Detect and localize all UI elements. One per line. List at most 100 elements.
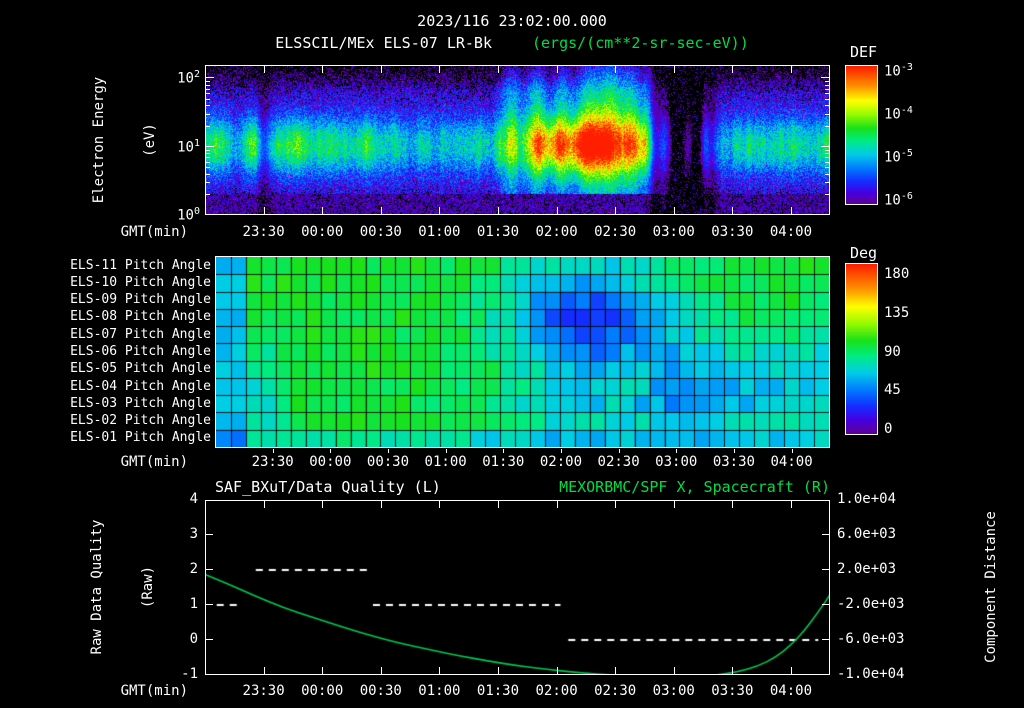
colorbar-tick-label: 45 — [884, 382, 901, 399]
axis-tick — [206, 89, 210, 90]
x-tick-label: 01:30 — [482, 454, 525, 470]
y-axis-title-text: Raw Data Quality — [89, 519, 105, 655]
distance-y-tick-label: -6.0e+03 — [837, 631, 905, 647]
axis-tick — [561, 449, 562, 453]
instrument-title: ELSSCIL/MEx ELS-07 LR-Bk — [275, 34, 492, 52]
axis-tick — [330, 449, 331, 453]
page-title-line: ELSSCIL/MEx ELS-07 LR-Bk (ergs/(cm**2-sr-… — [0, 34, 1024, 52]
axis-tick — [825, 114, 829, 115]
axis-tick — [206, 85, 210, 86]
axis-tick — [206, 157, 210, 158]
axis-tick — [273, 449, 274, 453]
axis-tick — [557, 667, 558, 674]
page-title-datetime: 2023/116 23:02:00.000 — [417, 12, 607, 30]
axis-tick — [825, 93, 829, 94]
colorbar-tick-label: 10-6 — [884, 191, 913, 209]
axis-tick — [206, 99, 210, 100]
axis-tick — [388, 449, 389, 453]
axis-tick — [206, 126, 210, 127]
x-tick-label: 01:00 — [424, 454, 467, 470]
axis-tick — [825, 89, 829, 90]
axis-tick — [206, 81, 210, 82]
axis-tick — [825, 150, 829, 151]
axis-tick — [791, 207, 792, 214]
spectrogram-y-axis-title: Electron Energy (eV) — [57, 55, 158, 225]
axis-tick — [206, 150, 210, 151]
axis-tick — [439, 501, 440, 508]
x-tick-label: 23:30 — [242, 224, 285, 240]
axis-tick — [322, 667, 323, 674]
pitch-row-label: ELS-07 Pitch Angle — [70, 326, 211, 342]
axis-tick — [792, 449, 793, 453]
axis-tick — [206, 105, 210, 106]
axis-tick — [825, 194, 829, 195]
axis-tick — [825, 157, 829, 158]
x-tick-label: 00:30 — [359, 683, 402, 699]
x-tick-label: 00:00 — [301, 224, 344, 240]
colorbar-tick-label: 10-5 — [884, 148, 913, 166]
x-tick-label: 23:30 — [251, 454, 294, 470]
x-tick-label: 01:30 — [476, 224, 520, 240]
axis-tick — [615, 66, 616, 73]
axis-tick — [674, 501, 675, 508]
distance-y-tick-label: 2.0e+03 — [837, 561, 897, 577]
def-colorbar-title: DEF — [850, 43, 878, 61]
axis-tick — [825, 167, 829, 168]
colorbar-tick-label: 10-4 — [884, 105, 913, 123]
x-tick-label: 01:30 — [476, 683, 520, 699]
units-title: (ergs/(cm**2-sr-sec-eV)) — [532, 34, 749, 52]
axis-tick — [619, 449, 620, 453]
axis-tick — [322, 207, 323, 214]
y-tick-label: 100 — [177, 206, 200, 224]
x-tick-label: 03:00 — [655, 454, 698, 470]
pitch-row-label: ELS-01 Pitch Angle — [70, 430, 211, 446]
axis-tick — [206, 194, 210, 195]
axis-tick — [822, 639, 829, 640]
distance-y-tick-label: -2.0e+03 — [837, 596, 905, 612]
axis-tick — [381, 207, 382, 214]
x-tick-label: 02:30 — [594, 683, 637, 699]
x-tick-label: 03:30 — [712, 454, 755, 470]
x-tick-label: 02:30 — [594, 224, 637, 240]
colorbar-tick-label: 10-3 — [884, 62, 913, 80]
colorbar-tick-label: 180 — [884, 266, 910, 282]
axis-tick — [206, 162, 210, 163]
axis-tick — [322, 66, 323, 73]
axis-tick — [498, 66, 499, 73]
gmt-axis-label: GMT(min) — [120, 683, 188, 699]
y-axis-title-units: (Raw) — [140, 565, 156, 609]
electron-energy-spectrogram — [206, 66, 829, 214]
axis-tick — [557, 501, 558, 508]
x-tick-label: 03:00 — [652, 683, 695, 699]
axis-tick — [206, 639, 213, 640]
axis-tick — [498, 667, 499, 674]
axis-tick — [206, 534, 213, 535]
axis-tick — [825, 105, 829, 106]
y-tick-label: 102 — [177, 69, 200, 87]
quality-y-tick-label: 0 — [189, 631, 198, 647]
axis-tick — [821, 77, 829, 78]
quality-y-axis-title: Raw Data Quality (Raw) — [55, 487, 156, 687]
quality-y-tick-label: 4 — [189, 491, 198, 507]
x-tick-label: 02:00 — [535, 224, 578, 240]
axis-tick — [732, 667, 733, 674]
axis-tick — [825, 81, 829, 82]
axis-tick — [615, 207, 616, 214]
y-axis-title-units: (eV) — [142, 123, 158, 157]
axis-tick — [557, 66, 558, 73]
gmt-axis-label: GMT(min) — [120, 224, 188, 240]
axis-tick — [825, 99, 829, 100]
colorbar-tick-label: 0 — [884, 421, 893, 437]
axis-tick — [825, 162, 829, 163]
axis-tick — [732, 66, 733, 73]
distance-y-tick-label: 6.0e+03 — [837, 526, 897, 542]
deg-colorbar-frame — [845, 263, 878, 435]
axis-tick — [264, 207, 265, 214]
axis-tick — [825, 126, 829, 127]
x-tick-label: 00:00 — [301, 683, 344, 699]
deg-colorbar — [846, 264, 877, 434]
axis-tick — [822, 604, 829, 605]
axis-tick — [821, 146, 829, 147]
axis-tick — [498, 501, 499, 508]
